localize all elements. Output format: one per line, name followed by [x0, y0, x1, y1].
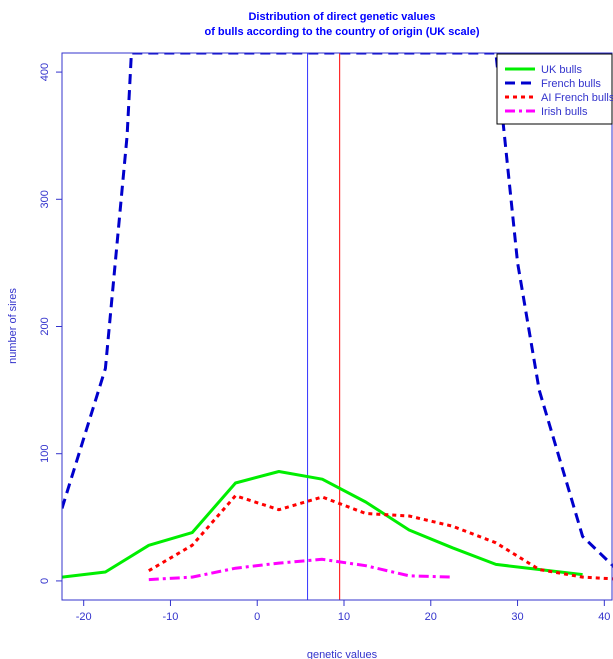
y-tick-label: 0: [39, 578, 51, 584]
legend: UK bulls French bulls AI French bulls Irish…: [496, 53, 613, 125]
x-tick-label: 40: [598, 611, 610, 623]
chart-title-line-1: Distribution of direct genetic values: [248, 11, 435, 23]
series-line-2: [62, 53, 613, 568]
legend-label-1: UK bulls: [541, 64, 582, 76]
legend-label-2: French bulls: [541, 78, 601, 90]
y-axis-label: number of sires: [7, 288, 19, 364]
x-axis-label: genetic values: [307, 649, 378, 659]
legend-label-3: AI French bulls: [541, 92, 613, 104]
x-tick-label: 30: [511, 611, 523, 623]
legend-label-4: Irish bulls: [541, 106, 588, 118]
y-tick-label: 100: [39, 445, 51, 463]
x-tick-label: -10: [163, 611, 179, 623]
series-line-4: [148, 557, 453, 582]
y-tick-label: 300: [39, 190, 51, 208]
series-line-1: [62, 470, 583, 579]
series-line-3: [148, 494, 613, 581]
legend-box: [496, 53, 613, 125]
x-tick-label: 20: [425, 611, 437, 623]
y-tick-label: 400: [39, 63, 51, 81]
x-tick-label: -20: [76, 611, 92, 623]
x-tick-label: 10: [338, 611, 350, 623]
plot-frame: [61, 52, 613, 601]
x-tick-label: 0: [254, 611, 260, 623]
chart-title-line-2: of bulls according to the country of ori…: [204, 26, 479, 38]
y-tick-label: 200: [39, 317, 51, 335]
plot-area: [62, 53, 613, 600]
